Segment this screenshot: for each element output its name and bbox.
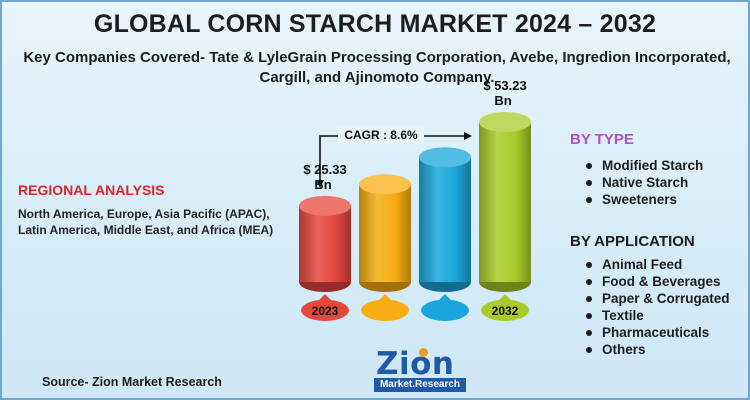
cagr-label: CAGR : 8.6% xyxy=(344,128,418,142)
by-application-heading: BY APPLICATION xyxy=(570,233,695,250)
bar xyxy=(419,157,471,282)
category-marker xyxy=(301,294,349,321)
category-marker xyxy=(421,294,469,321)
by-type-heading: BY TYPE xyxy=(570,131,634,148)
list-item: Pharmaceuticals xyxy=(584,324,730,341)
list-item: Sweeteners xyxy=(584,191,703,208)
by-application-list: Animal Feed Food & Beverages Paper & Cor… xyxy=(584,256,730,358)
tick-label: 2023 xyxy=(312,304,339,318)
list-item: Native Starch xyxy=(584,174,703,191)
tick-label: 2032 xyxy=(492,304,519,318)
bar-top xyxy=(359,174,411,195)
data-label: Bn xyxy=(314,177,331,192)
bar-top xyxy=(419,147,471,168)
data-label: $ 53.23 xyxy=(483,78,526,93)
zion-logo: Zion Market.Research xyxy=(370,346,466,396)
key-companies-subtitle: Key Companies Covered- Tate & LyleGrain … xyxy=(23,49,731,86)
bar-top xyxy=(479,112,531,132)
list-item: Modified Starch xyxy=(584,157,703,174)
logo-dot-icon xyxy=(419,348,428,357)
list-item: Paper & Corrugated xyxy=(584,290,730,307)
bar xyxy=(479,122,531,282)
list-item: Others xyxy=(584,341,730,358)
bar-top xyxy=(299,195,351,216)
logo-sub-text: Market.Research xyxy=(374,378,466,392)
list-item: Textile xyxy=(584,307,730,324)
by-type-list: Modified Starch Native Starch Sweeteners xyxy=(584,157,703,208)
cagr-label-bg xyxy=(338,126,424,144)
data-label: Bn xyxy=(494,93,511,108)
logo-main-text: Zion xyxy=(376,346,455,382)
category-marker xyxy=(361,294,409,321)
source-note: Source- Zion Market Research xyxy=(42,375,222,389)
list-item: Animal Feed xyxy=(584,256,730,273)
regional-analysis-heading: REGIONAL ANALYSIS xyxy=(18,182,165,198)
bar xyxy=(299,205,351,282)
list-item: Food & Beverages xyxy=(584,273,730,290)
cagr-arrow-head-right xyxy=(464,132,472,140)
cagr-arrow-head-down xyxy=(316,180,324,188)
data-label: $ 25.33 xyxy=(303,162,346,177)
category-marker xyxy=(481,294,529,321)
page-title: GLOBAL CORN STARCH MARKET 2024 – 2032 xyxy=(93,10,657,38)
regional-analysis-text: North America, Europe, Asia Pacific (APA… xyxy=(18,207,274,237)
bar xyxy=(359,184,411,282)
